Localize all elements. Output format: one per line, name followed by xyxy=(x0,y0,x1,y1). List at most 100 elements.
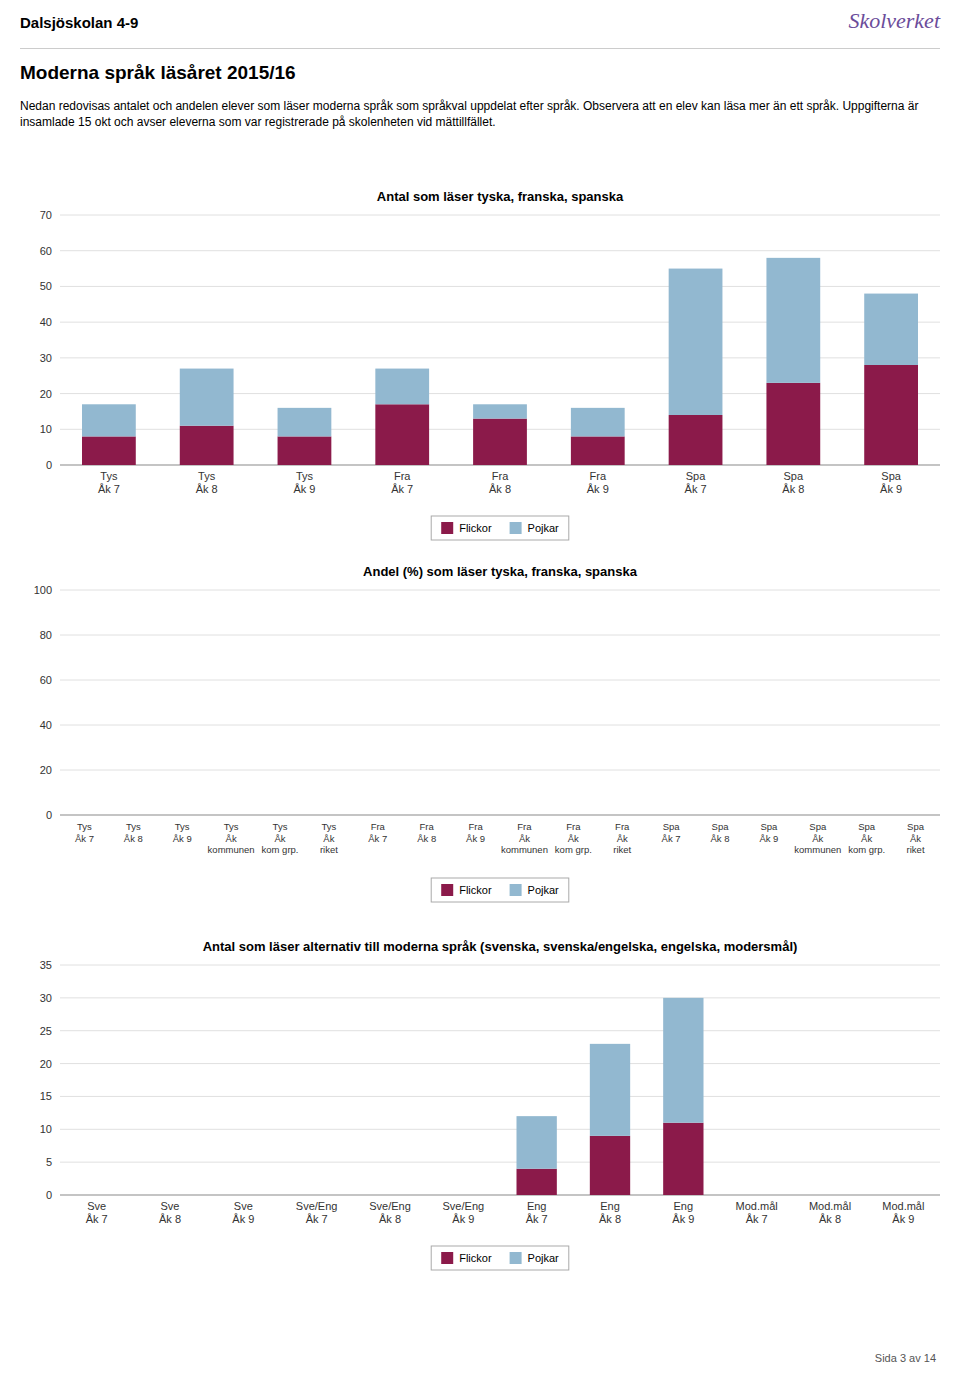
y-tick-label: 70 xyxy=(40,209,52,221)
x-tick-label: SveÅk 9 xyxy=(232,1200,254,1225)
x-tick-label-line: Spa xyxy=(686,470,706,482)
x-tick-label-line: Åk 9 xyxy=(466,833,485,844)
y-tick-label: 40 xyxy=(40,316,52,328)
chart-title: Antal som läser alternativ till moderna … xyxy=(203,939,798,954)
x-tick-label-line: Mod.mål xyxy=(736,1200,778,1212)
bar xyxy=(755,815,782,816)
x-tick-label: Sve/EngÅk 8 xyxy=(369,1200,411,1225)
bar xyxy=(169,815,196,816)
grid-line xyxy=(60,1030,940,1031)
x-tick-label: FraÅk 9 xyxy=(587,470,609,495)
bar xyxy=(150,1195,190,1196)
y-tick-label: 100 xyxy=(34,584,52,596)
page-text: Nedan redovisas antalet och andelen elev… xyxy=(20,98,940,130)
bars xyxy=(517,998,704,1195)
x-tick-label: FraÅkriket xyxy=(613,821,631,855)
bar xyxy=(180,369,234,426)
x-tick-label-line: Åk 7 xyxy=(306,1213,328,1225)
bar xyxy=(810,1195,850,1196)
x-tick-label-line: Åk xyxy=(323,833,334,844)
bar xyxy=(571,436,625,465)
bar xyxy=(370,1195,410,1196)
x-tick-label-line: Åk 9 xyxy=(759,833,778,844)
x-tick-label: FraÅk 7 xyxy=(391,470,413,495)
bar xyxy=(462,815,489,816)
x-tick-label-line: Spa xyxy=(881,470,901,482)
grid-line xyxy=(60,215,940,216)
charts: Antal som läser tyska, franska, spanska0… xyxy=(0,0,960,1379)
bar xyxy=(804,815,831,816)
x-tick-label-line: Spa xyxy=(760,821,778,832)
bar xyxy=(766,383,820,465)
y-tick-label: 0 xyxy=(46,809,52,821)
bar xyxy=(663,998,703,1123)
x-tick-label-line: Åk xyxy=(519,833,530,844)
bar xyxy=(517,1116,557,1169)
legend: FlickorPojkar xyxy=(431,878,569,902)
legend-label: Flickor xyxy=(459,884,492,896)
bar xyxy=(766,258,820,383)
grid-line xyxy=(60,590,940,591)
x-tick-label-line: Sve/Eng xyxy=(296,1200,338,1212)
legend-label: Pojkar xyxy=(528,1252,560,1264)
y-tick-label: 10 xyxy=(40,1123,52,1135)
y-tick-label: 20 xyxy=(40,388,52,400)
x-tick-label-line: Fra xyxy=(566,821,581,832)
bar xyxy=(473,419,527,465)
y-tick-label: 50 xyxy=(40,280,52,292)
x-tick-label-line: Eng xyxy=(527,1200,547,1212)
x-tick-label-line: Mod.mål xyxy=(882,1200,924,1212)
y-tick-label: 60 xyxy=(40,674,52,686)
x-tick-label-line: Eng xyxy=(600,1200,620,1212)
x-tick-label: SpaÅkkom grp. xyxy=(848,821,885,855)
x-tick-label-line: Åk 8 xyxy=(417,833,436,844)
grid-line xyxy=(60,815,940,816)
x-tick-label: Sve/EngÅk 7 xyxy=(296,1200,338,1225)
bar xyxy=(370,1195,410,1196)
x-tick-label-line: Åk 8 xyxy=(710,833,729,844)
school-name: Dalsjöskolan 4-9 xyxy=(20,14,138,31)
x-tick-label-line: Spa xyxy=(663,821,681,832)
bar xyxy=(560,815,587,816)
grid-line xyxy=(60,965,940,966)
x-tick-label-line: Spa xyxy=(784,470,804,482)
x-tick-label: SpaÅk 9 xyxy=(759,821,778,844)
x-tick-label-line: Åk 9 xyxy=(232,1213,254,1225)
x-tick-label-line: Tys xyxy=(77,821,92,832)
bar xyxy=(267,815,294,816)
x-tick-label-line: Tys xyxy=(296,470,314,482)
grid-line xyxy=(60,1162,940,1163)
bar xyxy=(120,815,147,816)
x-tick-label-line: Sve/Eng xyxy=(443,1200,485,1212)
x-tick-label: TysÅk 9 xyxy=(173,821,192,844)
y-tick-label: 80 xyxy=(40,629,52,641)
x-tick-label-line: Åk 7 xyxy=(391,483,413,495)
x-tick-label: Sve/EngÅk 9 xyxy=(443,1200,485,1225)
bars xyxy=(82,258,918,465)
x-axis-line xyxy=(60,1195,940,1196)
bar xyxy=(218,815,245,816)
bar xyxy=(853,815,880,816)
bar xyxy=(658,815,685,816)
x-tick-label: TysÅk 8 xyxy=(124,821,143,844)
x-tick-label-line: Åk 7 xyxy=(368,833,387,844)
x-tick-label-line: kommunen xyxy=(208,844,255,855)
bar xyxy=(364,815,391,816)
page-footer: Sida 3 av 14 xyxy=(875,1352,936,1364)
bar xyxy=(443,1195,483,1196)
bar xyxy=(223,1195,263,1196)
bar xyxy=(737,1195,777,1196)
legend-swatch xyxy=(441,1252,453,1264)
x-tick-label: TysÅkkom grp. xyxy=(262,821,299,855)
x-tick-label: EngÅk 9 xyxy=(672,1200,694,1225)
x-tick-label: SpaÅk 7 xyxy=(685,470,707,495)
grid-line xyxy=(60,635,940,636)
bar xyxy=(883,1195,923,1196)
legend-label: Pojkar xyxy=(528,522,560,534)
legend-swatch xyxy=(510,1252,522,1264)
chart-title: Andel (%) som läser tyska, franska, span… xyxy=(363,564,638,579)
legend-label: Flickor xyxy=(459,522,492,534)
x-tick-label: SpaÅk 8 xyxy=(710,821,729,844)
x-tick-label-line: Åk 8 xyxy=(159,1213,181,1225)
x-tick-label-line: Fra xyxy=(517,821,532,832)
